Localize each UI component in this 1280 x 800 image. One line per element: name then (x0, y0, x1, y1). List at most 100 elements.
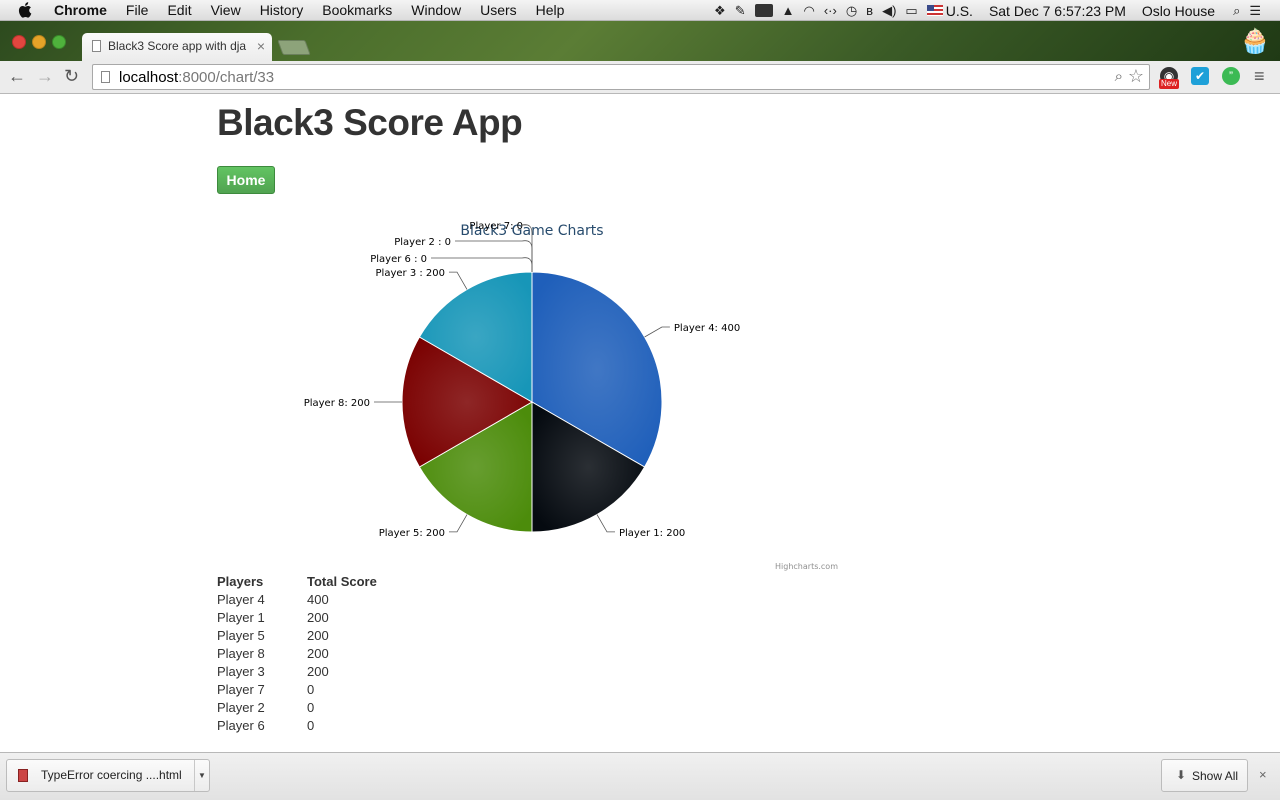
table-row: Player 8 200 (217, 644, 377, 662)
label-player-2: Player 2 : 0 (394, 237, 451, 248)
page-content: Black3 Score App Home Black3 Game Charts… (0, 94, 1280, 752)
address-bar[interactable]: localhost:8000/chart/33 ⌕ ☆ (92, 64, 1150, 90)
notification-center-icon[interactable]: ☰ (1249, 2, 1261, 18)
pie-slice-player-3[interactable] (418, 271, 533, 403)
extension-icon[interactable]: ◉ New (1159, 67, 1180, 89)
player-name-cell: Player 3 (217, 663, 265, 679)
close-shelf-icon[interactable]: × (1259, 767, 1267, 782)
code-icon[interactable]: ‹·› (823, 3, 837, 18)
back-icon[interactable]: ← (8, 66, 26, 86)
spotlight-search-icon[interactable]: ⌕ (1233, 2, 1241, 18)
connector-player-7 (521, 224, 533, 272)
table-row: Player 3 200 (217, 662, 377, 680)
reload-icon[interactable]: ↻ (64, 66, 80, 86)
menu-view[interactable]: View (210, 2, 241, 18)
tab-close-icon[interactable]: × (256, 38, 265, 54)
google-drive-icon[interactable]: ▲ (781, 3, 795, 18)
score-cell: 200 (307, 645, 329, 661)
table-row: Player 1 200 (217, 608, 377, 626)
label-player-7: Player 7: 0 (469, 221, 523, 232)
pie-slice-player-8[interactable] (401, 336, 533, 468)
player-name-cell: Player 5 (217, 627, 265, 643)
pie-slice-player-4[interactable] (531, 271, 663, 468)
apple-menu-icon[interactable] (18, 1, 34, 19)
connector-player-3 (449, 271, 468, 290)
menu-bookmarks[interactable]: Bookmarks (322, 2, 393, 18)
player-name-cell: Player 7 (217, 681, 265, 697)
battery-icon[interactable]: ▭ (905, 2, 918, 18)
url-text[interactable]: localhost:8000/chart/33 (119, 69, 274, 86)
new-tab-button[interactable] (277, 40, 311, 55)
connector-player-5 (449, 514, 468, 533)
show-all-button[interactable]: ⬇ Show All (1161, 759, 1248, 792)
menu-chrome[interactable]: Chrome (54, 2, 107, 18)
menubar-user[interactable]: Oslo House (1141, 2, 1216, 19)
score-cell: 0 (307, 681, 315, 697)
show-all-label: Show All (1192, 769, 1239, 783)
flag-icon[interactable] (926, 5, 943, 16)
window-minimize-button[interactable] (32, 35, 46, 49)
menubar-clock[interactable]: Sat Dec 7 6:57:23 PM (988, 2, 1126, 19)
bluetooth-icon[interactable]: ʙ (866, 3, 874, 18)
forward-icon[interactable]: → (36, 66, 54, 86)
download-filename: TypeError coercing ....html (41, 768, 182, 782)
table-row: Player 6 0 (217, 716, 377, 734)
table-row: Player 2 0 (217, 698, 377, 716)
score-cell: 200 (307, 627, 329, 643)
input-source-label[interactable]: U.S. (945, 2, 973, 19)
header-total-score: Total Score (307, 573, 377, 589)
url-path: :8000/chart/33 (178, 69, 275, 86)
wifi-icon[interactable]: ◠ (803, 2, 815, 18)
menu-help[interactable]: Help (535, 2, 565, 18)
browser-tab-strip: Black3 Score app with dja × 🧁 (0, 21, 1280, 61)
connector-player-6 (431, 257, 533, 272)
menu-window[interactable]: Window (411, 2, 462, 18)
zoom-icon[interactable]: ⌕ (1114, 68, 1123, 85)
label-player-6: Player 6 : 0 (370, 254, 427, 265)
connector-player-2 (455, 240, 533, 272)
page-icon (92, 40, 101, 52)
menu-file[interactable]: File (125, 2, 149, 18)
profile-avatar[interactable]: 🧁 (1240, 28, 1270, 55)
label-player-3: Player 3 : 200 (376, 268, 445, 279)
pie-slice-player-5[interactable] (418, 401, 533, 533)
terminal-icon[interactable] (754, 4, 773, 17)
menu-users[interactable]: Users (480, 2, 517, 18)
download-menu-arrow-icon[interactable]: ▼ (194, 760, 209, 791)
dropbox-icon[interactable]: ❖ (714, 2, 726, 18)
window-zoom-button[interactable] (52, 35, 66, 49)
player-name-cell: Player 6 (217, 717, 265, 733)
hangouts-icon[interactable]: ” (1222, 67, 1240, 85)
chart-credits[interactable]: Highcharts.com (775, 562, 838, 571)
os-menubar: Chrome File Edit View History Bookmarks Window… (0, 0, 1280, 21)
browser-tab[interactable]: Black3 Score app with dja × (82, 33, 272, 61)
table-row: Player 5 200 (217, 626, 377, 644)
pie-slice-player-1[interactable] (531, 401, 646, 533)
pushbullet-icon[interactable]: ✔ (1191, 67, 1209, 85)
connector-player-1 (596, 514, 615, 533)
player-name-cell: Player 1 (217, 609, 265, 625)
download-item[interactable]: TypeError coercing ....html ▼ (6, 759, 210, 792)
label-player-1: Player 1: 200 (619, 528, 685, 539)
chrome-menu-icon[interactable]: ≡ (1254, 66, 1265, 86)
page-title: Black3 Score App (217, 102, 523, 143)
home-button[interactable]: Home (217, 166, 275, 194)
download-arrow-icon: ⬇ (1176, 768, 1187, 782)
download-shelf: TypeError coercing ....html ▼ ⬇ Show All… (0, 752, 1280, 800)
header-players: Players (217, 573, 264, 589)
time-machine-icon[interactable]: ◷ (845, 2, 858, 18)
label-player-8: Player 8: 200 (304, 398, 370, 409)
bookmark-star-icon[interactable]: ☆ (1127, 66, 1144, 86)
menu-history[interactable]: History (259, 2, 304, 18)
volume-icon[interactable]: ◀) (882, 2, 897, 18)
evernote-icon[interactable]: ✎ (734, 2, 746, 18)
player-name-cell: Player 8 (217, 645, 265, 661)
window-close-button[interactable] (12, 35, 26, 49)
page-info-icon[interactable] (101, 71, 110, 83)
score-cell: 0 (307, 717, 315, 733)
menu-edit[interactable]: Edit (167, 2, 192, 18)
connector-player-4 (644, 326, 670, 338)
html-file-icon (18, 769, 28, 782)
browser-toolbar: ← → ↻ localhost:8000/chart/33 ⌕ ☆ ◉ New ✔… (0, 61, 1280, 94)
